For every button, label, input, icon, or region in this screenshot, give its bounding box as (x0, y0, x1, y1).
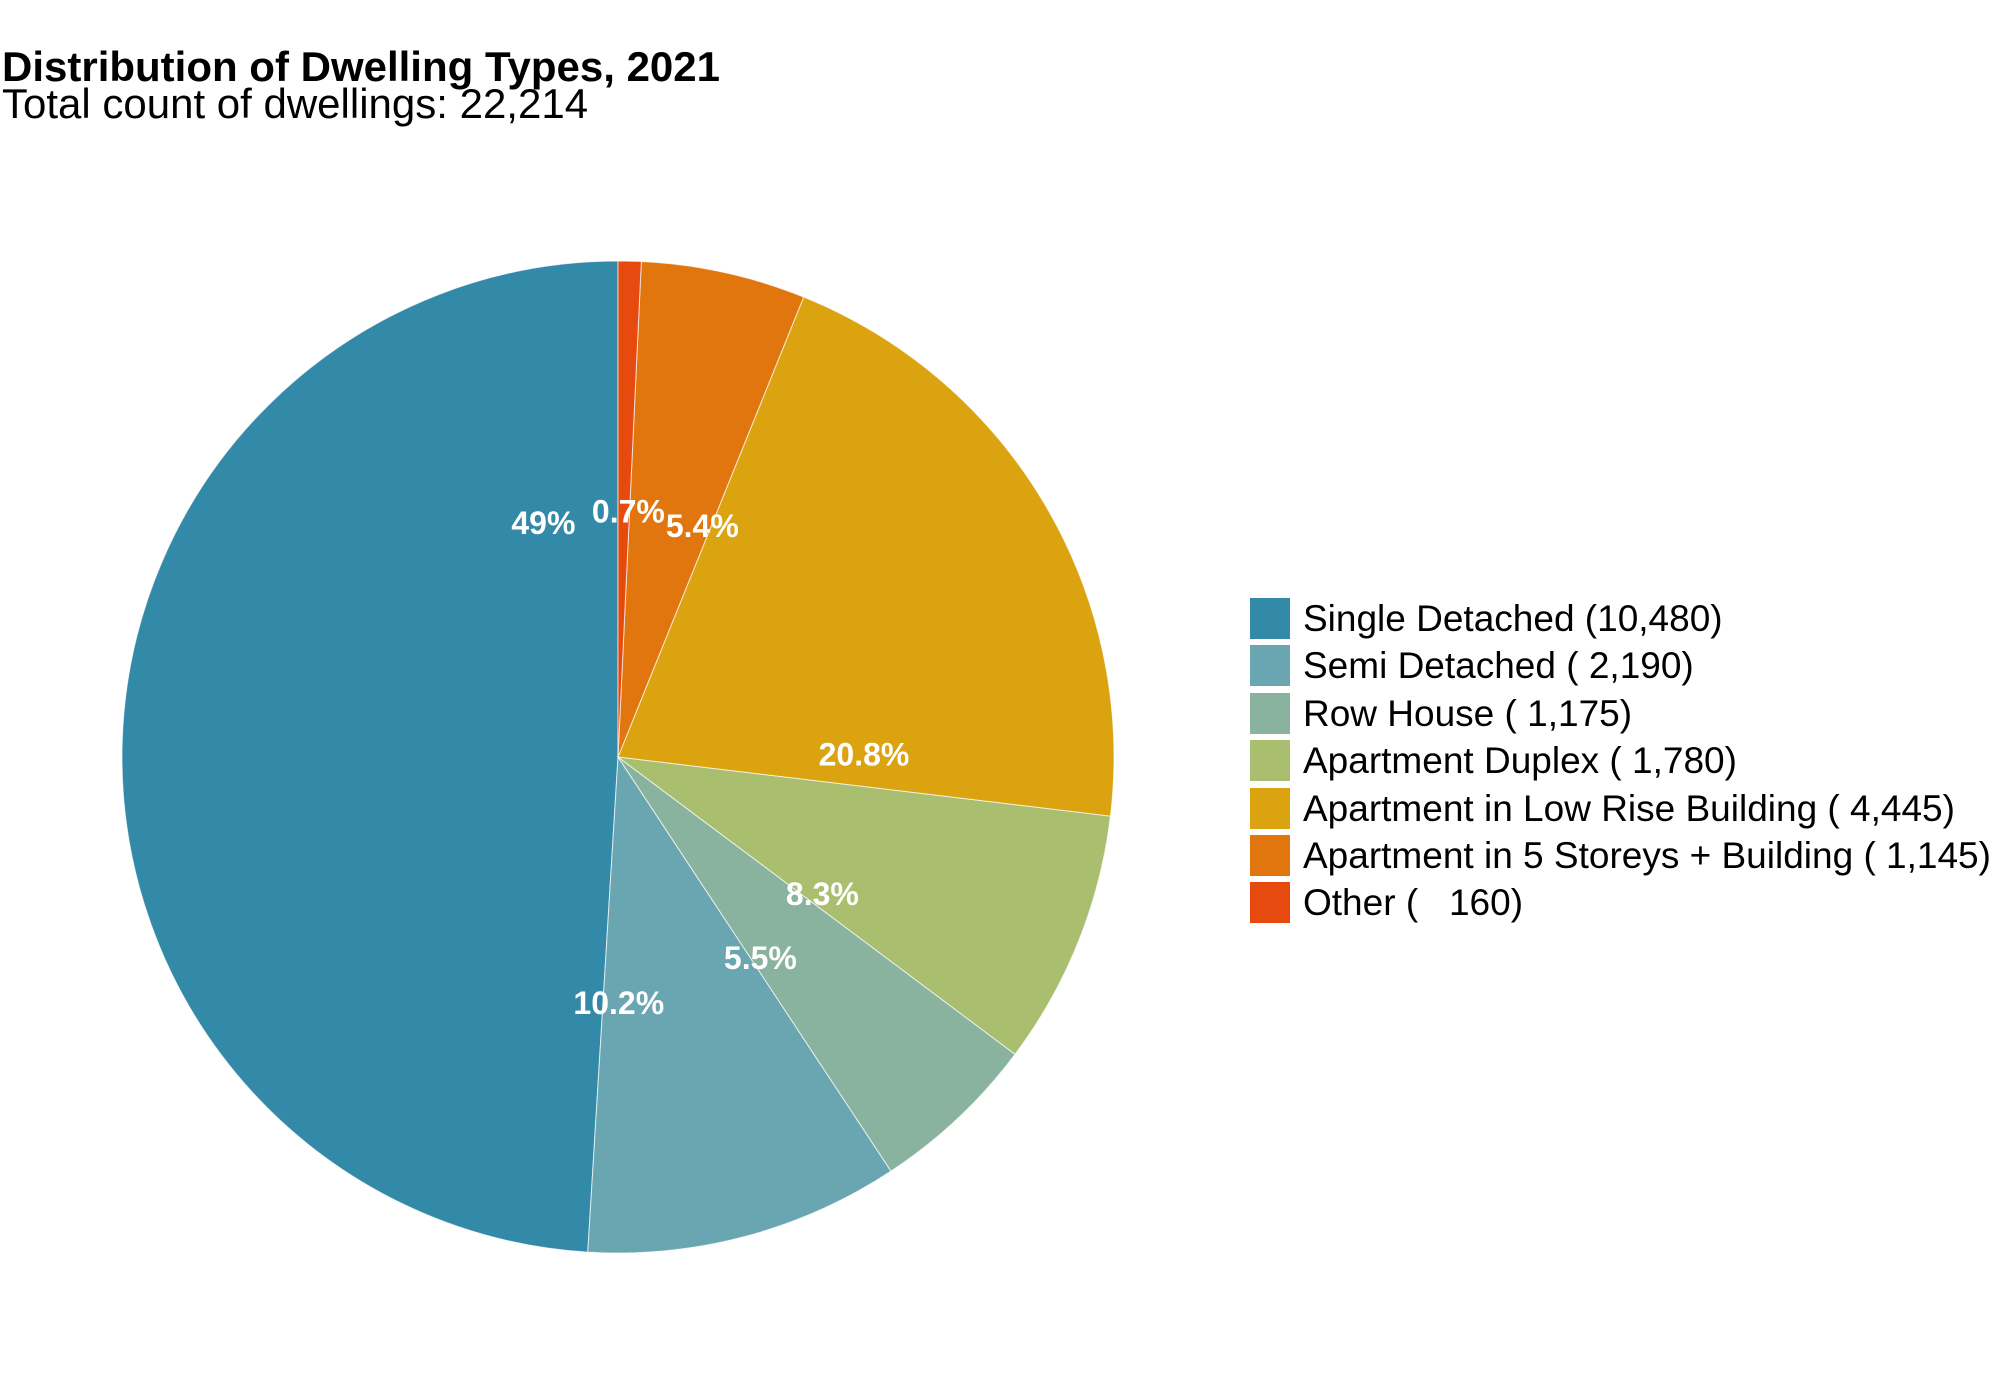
legend-swatch-other (1250, 882, 1290, 924)
pie-slice-row-house (617, 756, 1016, 1172)
legend-item-apartment-low-rise-building: Apartment in Low Rise Building ( 4,445) (1250, 787, 1991, 835)
legend-item-apartment-5-storeys-building: Apartment in 5 Storeys + Building ( 1,14… (1250, 834, 1991, 882)
pct-label-single-detached: 49% (511, 505, 575, 541)
pct-label-semi-detached: 10.2% (573, 985, 664, 1021)
pct-label-apartment-5-storeys-building: 5.4% (666, 508, 739, 544)
legend-swatch-row-house (1250, 692, 1290, 734)
legend-item-semi-detached: Semi Detached ( 2,190) (1250, 645, 1991, 692)
pct-label-other: 0.7% (592, 493, 665, 529)
legend-swatch-single-detached (1250, 598, 1290, 639)
pie-slice-apartment-5-storeys-building (617, 261, 805, 758)
legend-label-apartment-5-storeys-building: Apartment in 5 Storeys + Building ( 1,14… (1303, 834, 1991, 876)
legend-item-other: Other ( 160) (1250, 882, 1991, 929)
legend: Single Detached (10,480) Semi Detached ( … (1250, 598, 1991, 930)
pie-slice-apartment-duplex (616, 756, 1112, 1055)
legend-item-row-house: Row House ( 1,175) (1250, 692, 1991, 740)
legend-label-other: Other ( 160) (1303, 882, 1524, 924)
pie-slice-apartment-low-rise-building (617, 296, 1115, 817)
pie-slice-single-detached (121, 260, 619, 1253)
chart-subtitle: Total count of dwellings: 22,214 (2, 80, 589, 127)
pie-slice-semi-detached (587, 755, 892, 1254)
legend-swatch-apartment-duplex (1250, 740, 1290, 782)
pie-slice-other (617, 260, 642, 758)
pct-label-apartment-low-rise-building: 20.8% (819, 736, 910, 772)
legend-label-single-detached: Single Detached (10,480) (1303, 598, 1723, 639)
legend-swatch-apartment-low-rise-building (1250, 787, 1290, 829)
legend-label-apartment-duplex: Apartment Duplex ( 1,780) (1303, 740, 1737, 782)
legend-swatch-semi-detached (1250, 645, 1290, 687)
legend-label-semi-detached: Semi Detached ( 2,190) (1303, 645, 1694, 687)
legend-label-row-house: Row House ( 1,175) (1303, 692, 1633, 734)
legend-label-apartment-low-rise-building: Apartment in Low Rise Building ( 4,445) (1303, 787, 1955, 829)
legend-swatch-apartment-5-storeys-building (1250, 834, 1290, 876)
pct-label-row-house: 5.5% (724, 940, 797, 976)
legend-item-single-detached: Single Detached (10,480) (1250, 598, 1991, 645)
pct-label-apartment-duplex: 8.3% (786, 876, 859, 912)
legend-item-apartment-duplex: Apartment Duplex ( 1,780) (1250, 740, 1991, 787)
chart-title: Distribution of Dwelling Types, 2021 (2, 43, 720, 90)
